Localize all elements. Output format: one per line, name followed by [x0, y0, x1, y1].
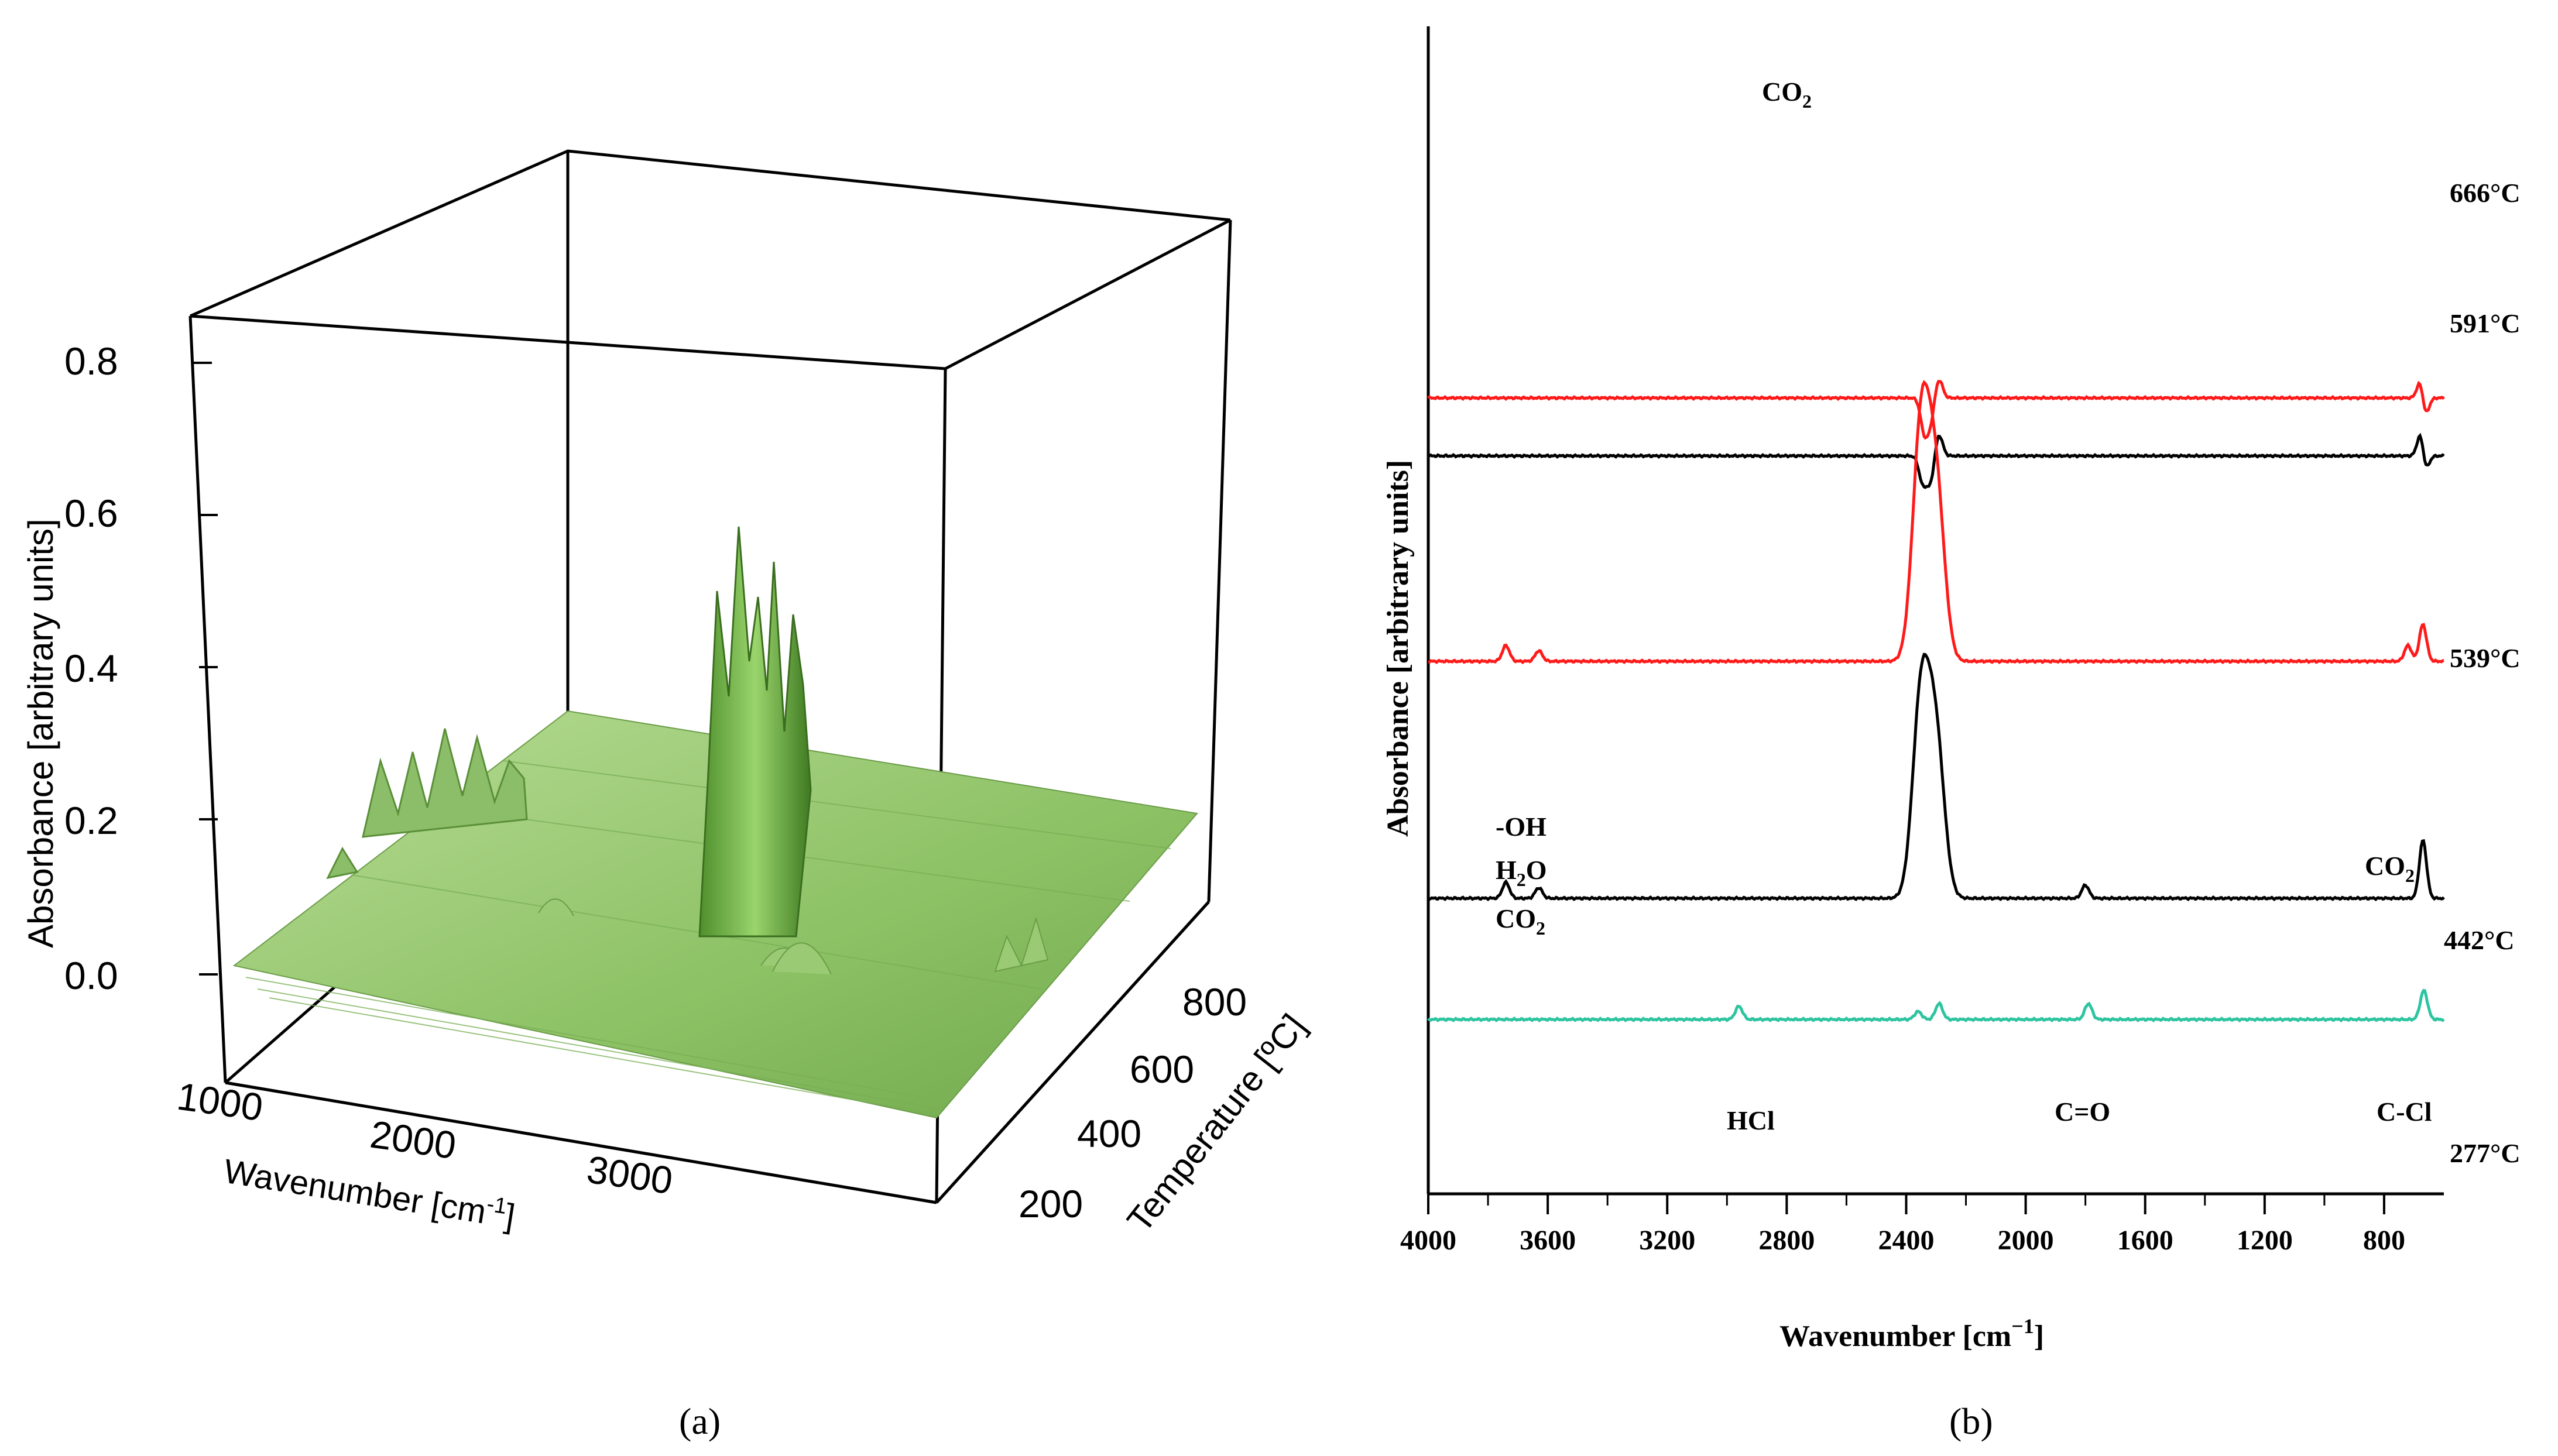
surface-peak-oh [362, 728, 528, 838]
x-tick-label: 4000 [1400, 1225, 1456, 1256]
series-label-442: 442°C [2444, 925, 2515, 955]
z-tick-label: 0.2 [64, 799, 118, 842]
spectra-lines [1427, 380, 2445, 1023]
spectrum-line-277 [1427, 988, 2445, 1023]
x-tick-label: 1200 [2237, 1225, 2293, 1256]
surface [232, 526, 1198, 1119]
y-tick-label: 800 [1182, 980, 1247, 1024]
spectrum-line-442 [1427, 653, 2445, 902]
annotation-co2-left: CO2 [1496, 904, 1545, 939]
series-label-277: 277°C [2450, 1138, 2521, 1168]
x-tick-label: 1000 [174, 1074, 266, 1129]
annotation-h2o: H2O [1496, 855, 1547, 890]
panel-a-label: (a) [679, 1400, 721, 1442]
y-tick-label: 400 [1077, 1112, 1141, 1155]
x-tick-label: 2000 [1998, 1225, 2054, 1256]
x-tick-label: 3200 [1639, 1225, 1695, 1256]
annotation-hcl: HCl [1727, 1105, 1775, 1135]
y-axis-label-b: Absorbance [arbitrary units] [1381, 460, 1415, 837]
annotation-oh: -OH [1496, 812, 1547, 842]
annotation-co2-top: CO2 [1762, 77, 1812, 112]
x-tick-label: 2800 [1758, 1225, 1815, 1256]
y-tick-label: 600 [1130, 1048, 1194, 1091]
x-axis-label-a: Wavenumber [cm-1] [221, 1151, 518, 1236]
series-label-539: 539°C [2450, 643, 2521, 673]
z-tick-label: 0.0 [64, 954, 118, 997]
x-ticks-b: 4000 3600 3200 2800 2400 2000 1600 1200 800 [1400, 1194, 2405, 1256]
panel-a-3d-chart: 0.0 0.2 0.4 0.6 0.8 Absorbance [arbitrar… [21, 149, 1314, 1442]
x-tick-label: 800 [2363, 1225, 2405, 1256]
spectrum-line-666 [1427, 380, 2445, 440]
spectrum-line-539 [1428, 380, 2444, 665]
z-tick-marks [193, 362, 218, 976]
z-tick-label: 0.6 [64, 492, 118, 535]
series-label-666: 666°C [2450, 178, 2521, 208]
y-axis-label-a: Temperature [ºC] [1119, 1007, 1313, 1239]
x-tick-label: 3600 [1520, 1225, 1576, 1256]
x-axis-label-b: Wavenumber [cm−1] [1779, 1314, 2044, 1353]
x-tick-label: 1600 [2117, 1225, 2173, 1256]
z-ticks: 0.0 0.2 0.4 0.6 0.8 [64, 339, 118, 997]
z-tick-label: 0.8 [64, 339, 118, 383]
surface-peak-co2 [698, 526, 812, 938]
y-tick-label: 200 [1019, 1182, 1083, 1225]
z-tick-label: 0.4 [64, 647, 118, 690]
y-ticks-a: 200 400 600 800 [1019, 980, 1247, 1225]
z-axis-label: Absorbance [arbitrary units] [21, 518, 60, 948]
panel-b-label: (b) [1949, 1400, 1993, 1442]
annotation-co: C=O [2055, 1097, 2110, 1127]
series-label-591: 591°C [2450, 308, 2521, 338]
annotation-ccl: C-Cl [2377, 1097, 2432, 1127]
annotation-co2-right: CO2 [2365, 851, 2415, 886]
x-ticks-a: 1000 2000 3000 [174, 1074, 675, 1203]
x-tick-label: 2400 [1878, 1225, 1934, 1256]
panel-b-spectra-chart: 4000 3600 3200 2800 2400 2000 1600 1200 800 Abso… [1381, 26, 2521, 1442]
